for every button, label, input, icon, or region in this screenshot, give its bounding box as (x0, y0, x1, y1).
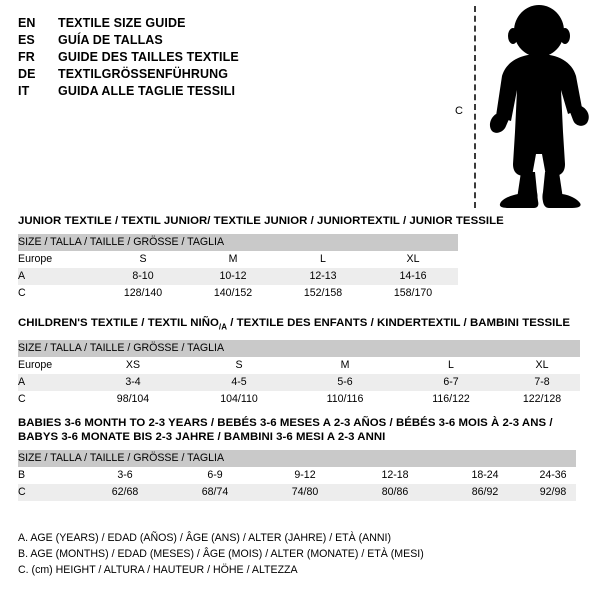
section-junior-textile: JUNIOR TEXTILE / TEXTIL JUNIOR/ TEXTILE … (18, 214, 504, 302)
children-size-table: SIZE / TALLA / TAILLE / GRÖSSE / TAGLIA … (18, 340, 580, 408)
section-title-children: CHILDREN'S TEXTILE / TEXTIL NIÑO/A / TEX… (18, 316, 580, 334)
row-label: A (18, 374, 80, 392)
language-code-fr: FR (18, 49, 35, 64)
table-cell: S (139, 253, 147, 265)
language-row-en: EN TEXTILE SIZE GUIDE (18, 14, 318, 31)
row-label: Europe (18, 359, 53, 372)
table-cell: XL (535, 359, 549, 372)
height-measurement-figure: C (440, 0, 600, 212)
table-cell: 140/152 (213, 287, 253, 299)
table-cell: 10-12 (188, 268, 278, 285)
table-row-size-bar: SIZE / TALLA / TAILLE / GRÖSSE / TAGLIA (18, 234, 458, 251)
table-cell: 98/104 (116, 393, 150, 406)
section-title-children-post: / TEXTILE DES ENFANTS / KINDERTEXTIL / B… (227, 317, 571, 329)
language-row-fr: FR GUIDE DES TAILLES TEXTILE (18, 48, 318, 65)
table-cell: 6-9 (207, 469, 223, 481)
table-cell: 128/140 (123, 287, 163, 299)
table-cell: 5-6 (292, 374, 398, 392)
section-title-children-pre: CHILDREN'S TEXTILE / TEXTIL NIÑO (18, 317, 219, 329)
table-cell: 110/116 (326, 393, 364, 406)
table-row: Europe XS S M L XL (18, 357, 580, 374)
table-cell: S (235, 359, 243, 372)
section-title-babies-line1: BABIES 3-6 MONTH TO 2-3 YEARS / BEBÉS 3-… (18, 417, 553, 429)
legend-line-c: C. (cm) HEIGHT / ALTURA / HAUTEUR / HÖHE… (18, 564, 298, 576)
table-cell: 3-6 (117, 469, 133, 481)
row-label: C (18, 484, 80, 501)
table-cell: 9-12 (294, 469, 316, 481)
section-title-babies-line2: BABYS 3-6 MONATE BIS 2-3 JAHRE / BAMBINI… (18, 431, 386, 443)
language-title-fr: GUIDE DES TAILLES TEXTILE (58, 49, 239, 64)
table-cell: 12-18 (381, 469, 409, 481)
table-cell: 14-16 (368, 268, 458, 285)
table-cell: 68/74 (170, 484, 260, 501)
table-row-size-bar: SIZE / TALLA / TAILLE / GRÖSSE / TAGLIA (18, 340, 580, 358)
table-cell: 4-5 (186, 374, 292, 392)
table-cell: L (320, 253, 326, 265)
babies-size-table: SIZE / TALLA / TAILLE / GRÖSSE / TAGLIA … (18, 450, 576, 501)
size-bar-label-children: SIZE / TALLA / TAILLE / GRÖSSE / TAGLIA (18, 340, 580, 358)
table-cell: XL (406, 253, 420, 265)
legend-line-b: B. AGE (MONTHS) / EDAD (MESES) / ÂGE (MO… (18, 548, 424, 560)
table-cell: 3-4 (80, 374, 186, 392)
table-cell: 8-10 (98, 268, 188, 285)
table-cell: 80/86 (350, 484, 440, 501)
row-label: C (18, 393, 26, 406)
table-cell: M (340, 359, 350, 372)
table-row: A 8-10 10-12 12-13 14-16 (18, 268, 458, 285)
language-code-en: EN (18, 15, 36, 30)
height-label-c: C (455, 105, 463, 117)
junior-size-table: SIZE / TALLA / TAILLE / GRÖSSE / TAGLIA … (18, 234, 458, 302)
section-title-junior: JUNIOR TEXTILE / TEXTIL JUNIOR/ TEXTILE … (18, 215, 504, 227)
legend-line-a: A. AGE (YEARS) / EDAD (AÑOS) / ÂGE (ANS)… (18, 532, 391, 544)
language-code-it: IT (18, 83, 30, 98)
language-title-it: GUIDA ALLE TAGLIE TESSILI (58, 83, 236, 98)
language-code-es: ES (18, 32, 35, 47)
size-bar-label-babies: SIZE / TALLA / TAILLE / GRÖSSE / TAGLIA (18, 450, 576, 467)
section-title-children-subscript: /A (218, 322, 228, 332)
table-row: Europe S M L XL (18, 251, 458, 268)
table-cell: 116/122 (432, 393, 470, 406)
table-row: B 3-6 6-9 9-12 12-18 18-24 24-36 (18, 467, 576, 484)
table-row: C 128/140 140/152 152/158 158/170 (18, 285, 458, 302)
section-children-textile: CHILDREN'S TEXTILE / TEXTIL NIÑO/A / TEX… (18, 316, 580, 408)
table-row: C 62/68 68/74 74/80 80/86 86/92 92/98 (18, 484, 576, 501)
table-cell: 18-24 (471, 469, 499, 481)
row-label: C (18, 287, 26, 299)
table-cell: 158/170 (393, 287, 433, 299)
row-label: Europe (18, 253, 53, 265)
table-cell: 62/68 (80, 484, 170, 501)
table-cell: 74/80 (260, 484, 350, 501)
table-cell: 104/110 (220, 393, 258, 406)
table-cell: 86/92 (440, 484, 530, 501)
language-title-de: TEXTILGRÖSSENFÜHRUNG (58, 66, 229, 81)
language-title-es: GUÍA DE TALLAS (58, 32, 163, 47)
measurement-legend: A. AGE (YEARS) / EDAD (AÑOS) / ÂGE (ANS)… (18, 530, 578, 578)
table-cell: 6-7 (398, 374, 504, 392)
table-cell: L (448, 359, 454, 372)
table-row: C 98/104 104/110 110/116 116/122 122/128 (18, 391, 580, 408)
table-cell: 7-8 (504, 374, 580, 392)
table-cell: 12-13 (278, 268, 368, 285)
language-row-it: IT GUIDA ALLE TAGLIE TESSILI (18, 82, 318, 99)
table-cell: XS (125, 359, 141, 372)
row-label: A (18, 268, 98, 285)
table-row: A 3-4 4-5 5-6 6-7 7-8 (18, 374, 580, 392)
child-silhouette-icon (489, 5, 589, 208)
table-cell: 92/98 (530, 484, 576, 501)
height-dashed-line (474, 6, 476, 208)
language-row-es: ES GUÍA DE TALLAS (18, 31, 318, 48)
language-title-en: TEXTILE SIZE GUIDE (58, 15, 186, 30)
size-bar-label-junior: SIZE / TALLA / TAILLE / GRÖSSE / TAGLIA (18, 234, 458, 251)
table-row-size-bar: SIZE / TALLA / TAILLE / GRÖSSE / TAGLIA (18, 450, 576, 467)
language-header-block: EN TEXTILE SIZE GUIDE ES GUÍA DE TALLAS … (18, 14, 318, 99)
table-cell: 152/158 (303, 287, 343, 299)
language-code-de: DE (18, 66, 36, 81)
table-cell: M (228, 253, 238, 265)
language-row-de: DE TEXTILGRÖSSENFÜHRUNG (18, 65, 318, 82)
table-cell: 122/128 (522, 393, 562, 406)
table-cell: 24-36 (539, 469, 567, 481)
row-label: B (18, 469, 26, 481)
section-babies-textile: BABIES 3-6 MONTH TO 2-3 YEARS / BEBÉS 3-… (18, 416, 576, 501)
